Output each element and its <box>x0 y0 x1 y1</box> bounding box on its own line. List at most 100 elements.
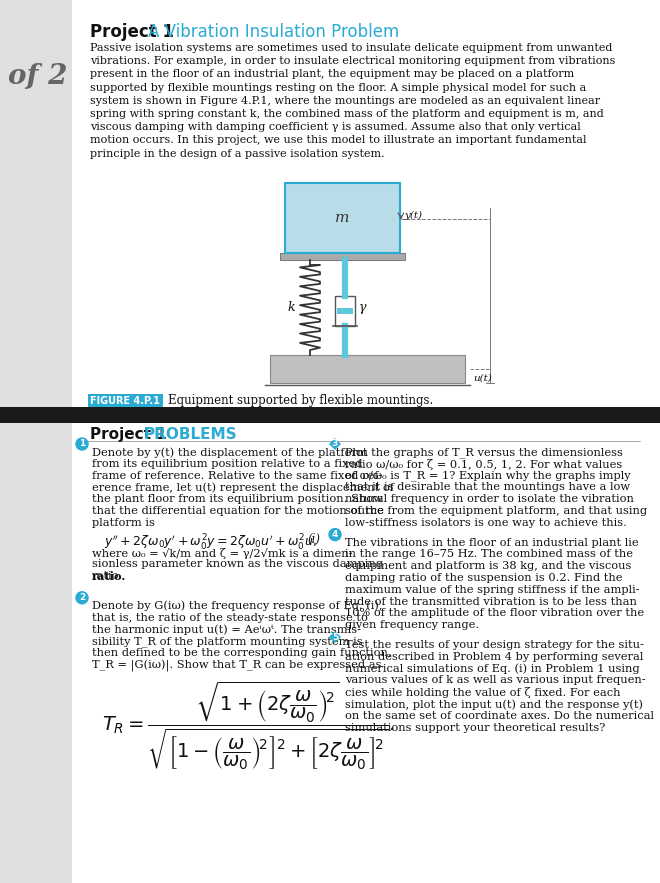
Text: the harmonic input u(t) = Aeⁱωᵗ. The transmis-: the harmonic input u(t) = Aeⁱωᵗ. The tra… <box>92 624 361 635</box>
Text: The vibrations in the floor of an industrial plant lie: The vibrations in the floor of an indust… <box>345 538 639 547</box>
Text: low-stiffness isolators is one way to achieve this.: low-stiffness isolators is one way to ac… <box>345 517 627 528</box>
Bar <box>270 355 465 383</box>
Text: motion occurs. In this project, we use this model to illustrate an important fun: motion occurs. In this project, we use t… <box>90 135 587 146</box>
Text: cies while holding the value of ζ fixed. For each: cies while holding the value of ζ fixed.… <box>345 687 620 698</box>
Polygon shape <box>329 438 341 450</box>
Text: vibrations. For example, in order to insulate electrical monitoring equipment fr: vibrations. For example, in order to ins… <box>90 57 615 66</box>
Text: that the differential equation for the motion of the: that the differential equation for the m… <box>92 506 384 516</box>
Bar <box>174 0 192 14</box>
Text: ation described in Problem 4 by performing several: ation described in Problem 4 by performi… <box>345 652 644 661</box>
Text: m: m <box>335 211 350 225</box>
Text: natural frequency in order to isolate the vibration: natural frequency in order to isolate th… <box>345 494 634 504</box>
FancyBboxPatch shape <box>88 394 162 407</box>
Bar <box>274 0 292 14</box>
Text: 10% of the amplitude of the floor vibration over the: 10% of the amplitude of the floor vibrat… <box>345 608 644 618</box>
Text: Passive isolation systems are sometimes used to insulate delicate equipment from: Passive isolation systems are sometimes … <box>90 43 612 53</box>
Text: frame of reference. Relative to the same fixed ref-: frame of reference. Relative to the same… <box>92 471 382 480</box>
Bar <box>394 0 412 14</box>
Text: the plant floor from its equilibrium position. Show: the plant floor from its equilibrium pos… <box>92 494 383 504</box>
Text: u(t): u(t) <box>473 374 492 383</box>
Text: spring with spring constant k, the combined mass of the platform and equipment i: spring with spring constant k, the combi… <box>90 109 604 119</box>
Text: tude of the transmitted vibration is to be less than: tude of the transmitted vibration is to … <box>345 597 637 607</box>
Text: source from the equipment platform, and that using: source from the equipment platform, and … <box>345 506 647 516</box>
Text: Test the results of your design strategy for the situ-: Test the results of your design strategy… <box>345 640 644 650</box>
Text: Plot the graphs of T_R versus the dimensionless: Plot the graphs of T_R versus the dimens… <box>345 447 623 457</box>
Circle shape <box>76 438 88 450</box>
Text: Project 1: Project 1 <box>90 23 180 41</box>
Text: that is, the ratio of the steady-state response to: that is, the ratio of the steady-state r… <box>92 613 368 623</box>
Text: on the same set of coordinate axes. Do the numerical: on the same set of coordinate axes. Do t… <box>345 711 654 721</box>
Text: FIGURE 4.P.1: FIGURE 4.P.1 <box>90 396 160 405</box>
Bar <box>534 0 552 14</box>
Bar <box>314 0 332 14</box>
Bar <box>154 0 172 14</box>
Text: present in the floor of an industrial plant, the equipment may be placed on a pl: present in the floor of an industrial pl… <box>90 70 574 79</box>
Text: Equipment supported by flexible mountings.: Equipment supported by flexible mounting… <box>168 394 433 407</box>
Text: $y'' + 2\zeta\omega_0 y' + \omega_0^2 y = 2\zeta\omega_0 u' + \omega_0^2 u,$: $y'' + 2\zeta\omega_0 y' + \omega_0^2 y … <box>104 532 317 553</box>
Text: 4: 4 <box>332 530 338 540</box>
Text: Denote by y(t) the displacement of the platform: Denote by y(t) the displacement of the p… <box>92 447 368 457</box>
Bar <box>254 0 272 14</box>
Text: principle in the design of a passive isolation system.: principle in the design of a passive iso… <box>90 148 385 159</box>
Bar <box>234 0 252 14</box>
Bar <box>414 0 432 14</box>
Text: then defined to be the corresponding gain function,: then defined to be the corresponding gai… <box>92 648 391 658</box>
Text: in the range 16–75 Hz. The combined mass of the: in the range 16–75 Hz. The combined mass… <box>345 549 633 560</box>
Bar <box>0 407 660 423</box>
Text: various values of k as well as various input frequen-: various values of k as well as various i… <box>345 675 645 685</box>
Text: Project 1: Project 1 <box>90 427 172 442</box>
Text: y(t): y(t) <box>404 210 422 220</box>
Bar <box>194 0 212 14</box>
Bar <box>72 0 660 883</box>
Bar <box>434 0 452 14</box>
Bar <box>335 296 355 326</box>
Text: numerical simulations of Eq. (i) in Problem 1 using: numerical simulations of Eq. (i) in Prob… <box>345 664 640 674</box>
Bar <box>594 0 612 14</box>
Text: where ω₀ = √k/m and ζ = γ/2√mk is a dimen-: where ω₀ = √k/m and ζ = γ/2√mk is a dime… <box>92 547 352 559</box>
Text: T_R = |G(iω)|. Show that T_R can be expressed as: T_R = |G(iω)|. Show that T_R can be expr… <box>92 660 381 672</box>
Bar <box>94 0 112 14</box>
Bar <box>34 0 52 14</box>
Text: ratio.: ratio. <box>92 571 126 582</box>
Text: of 2: of 2 <box>8 63 67 90</box>
Text: ratio ω/ω₀ for ζ = 0.1, 0.5, 1, 2. For what values: ratio ω/ω₀ for ζ = 0.1, 0.5, 1, 2. For w… <box>345 459 622 470</box>
Bar <box>74 0 92 14</box>
Bar <box>474 0 492 14</box>
Text: given frequency range.: given frequency range. <box>345 620 479 630</box>
Bar <box>280 253 405 260</box>
Text: simulations support your theoretical results?: simulations support your theoretical res… <box>345 722 605 733</box>
Bar <box>0 0 72 883</box>
Bar <box>494 0 512 14</box>
Bar <box>294 0 312 14</box>
Text: γ: γ <box>359 301 366 314</box>
Text: 3: 3 <box>332 440 338 449</box>
Bar <box>337 307 353 313</box>
Bar <box>334 0 352 14</box>
Text: platform is: platform is <box>92 517 155 528</box>
Polygon shape <box>329 631 341 643</box>
Bar <box>574 0 592 14</box>
Text: damping ratio of the suspension is 0.2. Find the: damping ratio of the suspension is 0.2. … <box>345 573 622 583</box>
Text: k: k <box>287 301 295 314</box>
Bar <box>454 0 472 14</box>
Bar <box>285 183 400 253</box>
Text: sibility T_R of the platform mounting system is: sibility T_R of the platform mounting sy… <box>92 636 362 647</box>
Bar <box>214 0 232 14</box>
Text: $T_R = \dfrac{\sqrt{1+\left(2\zeta\dfrac{\omega}{\omega_0}\right)^{\!2}}}{\sqrt{: $T_R = \dfrac{\sqrt{1+\left(2\zeta\dfrac… <box>102 680 395 772</box>
Text: A Vibration Insulation Problem: A Vibration Insulation Problem <box>148 23 399 41</box>
Text: that it is desirable that the mountings have a low: that it is desirable that the mountings … <box>345 482 630 493</box>
Text: from its equilibrium position relative to a fixed: from its equilibrium position relative t… <box>92 459 362 469</box>
Text: maximum value of the spring stiffness if the ampli-: maximum value of the spring stiffness if… <box>345 585 640 595</box>
Bar <box>54 0 72 14</box>
Text: sionless parameter known as the viscous damping: sionless parameter known as the viscous … <box>92 560 383 570</box>
Bar <box>354 0 372 14</box>
Text: PROBLEMS: PROBLEMS <box>144 427 238 442</box>
Circle shape <box>329 529 341 540</box>
Bar <box>14 0 32 14</box>
Text: equipment and platform is 38 kg, and the viscous: equipment and platform is 38 kg, and the… <box>345 562 632 571</box>
Text: simulation, plot the input u(t) and the response y(t): simulation, plot the input u(t) and the … <box>345 699 643 710</box>
Text: 5: 5 <box>332 632 338 642</box>
Text: 2: 2 <box>79 593 85 602</box>
Text: (i): (i) <box>307 532 320 546</box>
Bar <box>374 0 392 14</box>
